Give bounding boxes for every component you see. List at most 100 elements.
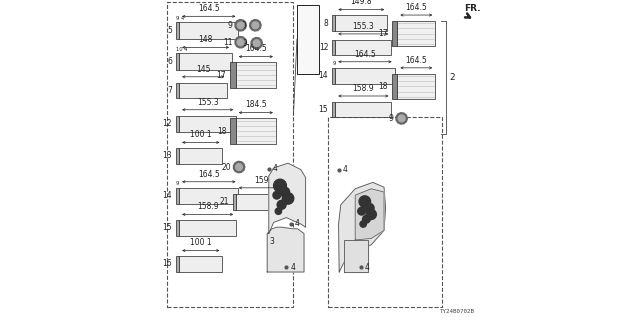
Circle shape xyxy=(277,200,286,209)
Text: 4: 4 xyxy=(365,263,369,272)
Text: 155.3: 155.3 xyxy=(353,22,374,31)
Bar xyxy=(176,256,179,272)
Circle shape xyxy=(366,209,376,220)
Circle shape xyxy=(282,193,294,204)
Text: 13: 13 xyxy=(163,151,172,160)
Text: 184.5: 184.5 xyxy=(245,100,267,109)
Circle shape xyxy=(275,208,282,214)
Polygon shape xyxy=(234,161,245,173)
Bar xyxy=(233,194,236,210)
Text: 9: 9 xyxy=(388,114,393,123)
Text: 7: 7 xyxy=(167,86,172,95)
Bar xyxy=(236,62,276,88)
Text: 15: 15 xyxy=(319,105,328,114)
Text: 9: 9 xyxy=(176,181,179,186)
Bar xyxy=(236,118,276,144)
Bar xyxy=(397,21,435,46)
Bar xyxy=(179,116,236,132)
Bar xyxy=(332,15,335,31)
Bar xyxy=(176,83,179,98)
Bar xyxy=(179,83,227,98)
Text: 16: 16 xyxy=(163,260,172,268)
Text: 9: 9 xyxy=(227,21,232,30)
Circle shape xyxy=(274,179,287,192)
Bar xyxy=(176,220,179,236)
Bar xyxy=(335,68,395,84)
Polygon shape xyxy=(398,115,405,122)
Text: 158.9: 158.9 xyxy=(197,202,218,211)
Text: 149.8: 149.8 xyxy=(351,0,372,6)
Bar xyxy=(297,5,319,74)
Bar xyxy=(167,2,293,307)
Polygon shape xyxy=(236,164,243,171)
Circle shape xyxy=(358,207,365,215)
Text: 3: 3 xyxy=(269,237,274,246)
Circle shape xyxy=(365,204,374,212)
Polygon shape xyxy=(252,22,259,29)
Text: 148: 148 xyxy=(198,35,212,44)
Text: 17: 17 xyxy=(216,71,227,80)
Text: 4: 4 xyxy=(295,220,300,228)
Polygon shape xyxy=(253,40,260,47)
Text: 164.5: 164.5 xyxy=(198,4,220,13)
Text: 9: 9 xyxy=(332,61,335,66)
Text: TY24B0702B: TY24B0702B xyxy=(440,309,475,314)
Bar xyxy=(176,188,179,204)
Text: 164.5: 164.5 xyxy=(354,50,376,59)
Text: 14: 14 xyxy=(163,191,172,200)
Text: 11: 11 xyxy=(223,38,232,47)
Bar xyxy=(392,74,397,99)
Bar xyxy=(179,53,232,70)
Bar xyxy=(397,74,435,99)
Bar xyxy=(392,21,397,46)
Polygon shape xyxy=(237,39,244,46)
Text: 100 1: 100 1 xyxy=(190,238,212,247)
Polygon shape xyxy=(396,113,408,124)
Circle shape xyxy=(359,196,371,207)
Text: 4: 4 xyxy=(273,164,278,173)
Text: 2: 2 xyxy=(450,73,455,82)
Text: 14: 14 xyxy=(319,71,328,80)
Circle shape xyxy=(273,191,280,199)
Circle shape xyxy=(360,221,367,227)
Bar xyxy=(176,22,179,39)
Text: 164.5: 164.5 xyxy=(245,44,267,53)
Text: 155.3: 155.3 xyxy=(197,98,218,107)
Polygon shape xyxy=(355,189,384,240)
Text: 21: 21 xyxy=(220,197,229,206)
Bar xyxy=(176,116,179,132)
Polygon shape xyxy=(339,182,385,272)
Text: 1: 1 xyxy=(305,0,311,2)
Bar xyxy=(335,102,392,117)
Text: 18: 18 xyxy=(217,127,227,136)
Bar xyxy=(176,148,179,164)
Bar xyxy=(179,22,238,39)
Bar xyxy=(335,40,392,55)
Polygon shape xyxy=(235,20,246,31)
Text: 100 1: 100 1 xyxy=(190,130,212,139)
Polygon shape xyxy=(237,22,244,29)
Text: 8: 8 xyxy=(324,19,328,28)
Polygon shape xyxy=(268,227,304,272)
Text: 159: 159 xyxy=(254,176,269,185)
Polygon shape xyxy=(251,37,262,49)
Polygon shape xyxy=(250,20,261,31)
Bar xyxy=(176,53,179,70)
Text: 9 4: 9 4 xyxy=(176,16,184,21)
Bar xyxy=(230,118,236,144)
Bar xyxy=(230,62,236,88)
Bar xyxy=(179,220,236,236)
Bar xyxy=(179,188,238,204)
Bar xyxy=(332,68,335,84)
Bar xyxy=(179,256,223,272)
Text: 12: 12 xyxy=(163,119,172,128)
Text: 158.9: 158.9 xyxy=(353,84,374,93)
Text: 15: 15 xyxy=(163,223,172,232)
Text: 4: 4 xyxy=(342,165,348,174)
Bar xyxy=(179,148,223,164)
Text: 17: 17 xyxy=(378,29,388,38)
Polygon shape xyxy=(344,240,368,272)
Text: 164.5: 164.5 xyxy=(406,56,427,65)
Polygon shape xyxy=(235,36,246,48)
Text: 19: 19 xyxy=(239,39,248,48)
